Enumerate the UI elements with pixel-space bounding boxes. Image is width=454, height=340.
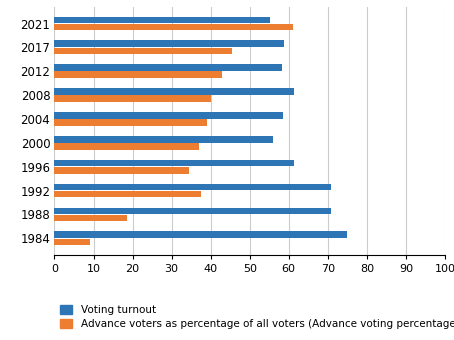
Bar	[54, 48, 232, 54]
Bar	[54, 167, 189, 174]
Bar	[54, 112, 283, 119]
Bar	[54, 88, 294, 95]
Bar	[54, 239, 89, 245]
Bar	[54, 95, 211, 102]
Bar	[54, 160, 294, 167]
Bar	[54, 71, 222, 78]
Bar	[54, 232, 347, 238]
Bar	[54, 40, 284, 47]
Bar	[54, 184, 331, 190]
Bar	[54, 207, 331, 214]
Bar	[54, 143, 199, 150]
Bar	[54, 24, 293, 30]
Bar	[54, 119, 207, 126]
Bar	[54, 191, 201, 198]
Bar	[54, 136, 273, 142]
Bar	[54, 64, 282, 71]
Bar	[54, 17, 270, 23]
Legend: Voting turnout, Advance voters as percentage of all voters (Advance voting perce: Voting turnout, Advance voters as percen…	[59, 305, 454, 329]
Bar	[54, 215, 127, 221]
